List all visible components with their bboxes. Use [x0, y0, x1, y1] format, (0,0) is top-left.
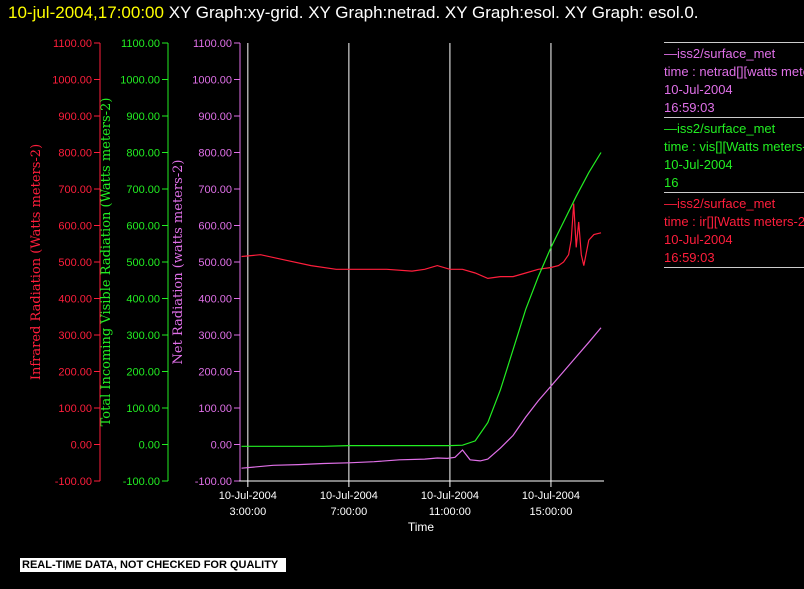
legend-line: —iss2/surface_met [664, 121, 776, 136]
y-axis-1: -100.00 0.00 100.00 200.00 300.00 400.00 500.0… [99, 38, 169, 488]
y-tick-label: 500.00 [58, 257, 92, 269]
y-tick-label: 1100.00 [53, 38, 92, 50]
legend-line: time : ir[][Watts meters-2] [664, 214, 804, 229]
title-timestamp: 10-jul-2004,17:00:00 [8, 3, 164, 22]
x-tick-label-time: 15:00:00 [530, 506, 573, 518]
y-tick-label: 300.00 [198, 330, 232, 342]
legend-line: —iss2/surface_met [664, 196, 776, 211]
y-axis-2: -100.00 0.00 100.00 200.00 300.00 400.00 500.0… [171, 38, 241, 488]
legend-line: 10-Jul-2004 [664, 82, 733, 97]
y-tick-label: 400.00 [58, 294, 92, 306]
y-tick-label: 700.00 [198, 184, 232, 196]
y-tick-label: 800.00 [198, 148, 232, 160]
legend-line: 16:59:03 [664, 100, 715, 115]
y-tick-label: -100.00 [123, 476, 160, 488]
y-tick-label: 900.00 [58, 111, 92, 123]
y-tick-label: 0.00 [71, 440, 92, 452]
y-tick-label: -100.00 [195, 476, 232, 488]
x-tick-label-time: 11:00:00 [429, 506, 471, 518]
y-tick-label: 700.00 [58, 184, 92, 196]
x-axis-label: Time [408, 520, 435, 534]
y-tick-label: -100.00 [55, 476, 92, 488]
y-axis-label-0: Infrared Radiation (Watts meters-2) [29, 144, 44, 380]
y-tick-label: 600.00 [198, 221, 232, 233]
series-line-1 [241, 152, 602, 447]
series-line-0 [241, 203, 602, 280]
y-tick-label: 1100.00 [121, 38, 160, 50]
title-graph-list: XY Graph:xy-grid. XY Graph:netrad. XY Gr… [163, 3, 699, 22]
y-tick-label: 300.00 [58, 330, 92, 342]
y-axis-label-2: Net Radiation (watts meters-2) [171, 160, 186, 365]
x-tick-label-date: 10-Jul-2004 [421, 490, 479, 502]
x-tick-label-date: 10-Jul-2004 [522, 490, 580, 502]
legend-line: 10-Jul-2004 [664, 232, 733, 247]
x-tick-label-date: 10-Jul-2004 [320, 490, 378, 502]
y-tick-label: 600.00 [126, 221, 160, 233]
y-tick-label: 400.00 [198, 294, 232, 306]
y-tick-label: 800.00 [58, 148, 92, 160]
y-tick-label: 100.00 [198, 403, 232, 415]
quality-warning: REAL-TIME DATA, NOT CHECKED FOR QUALITY [20, 558, 287, 572]
y-tick-label: 800.00 [126, 148, 160, 160]
y-tick-label: 200.00 [198, 367, 232, 379]
y-tick-label: 1100.00 [193, 38, 232, 50]
y-tick-label: 100.00 [58, 403, 92, 415]
y-tick-label: 900.00 [198, 111, 232, 123]
legend-line: 16 [664, 175, 679, 190]
y-axis-label-1: Total Incoming Visible Radiation (Watts … [99, 98, 114, 427]
legend-line: 16:59:03 [664, 250, 715, 265]
y-tick-label: 0.00 [139, 440, 160, 452]
series-line-2 [241, 327, 602, 469]
y-tick-label: 500.00 [126, 257, 160, 269]
legend-line: time : vis[][Watts meters-2] [664, 139, 804, 154]
x-tick-label-time: 3:00:00 [229, 506, 266, 518]
y-tick-label: 400.00 [126, 294, 160, 306]
y-tick-label: 300.00 [126, 330, 160, 342]
legend-line: —iss2/surface_met [664, 46, 776, 61]
legend-line: time : netrad[][watts meters-2] [664, 64, 804, 79]
y-tick-label: 700.00 [126, 184, 160, 196]
y-axis-0: -100.00 0.00 100.00 200.00 300.00 400.00 500.0… [29, 38, 101, 488]
y-tick-label: 500.00 [198, 257, 232, 269]
y-tick-label: 1000.00 [120, 75, 160, 87]
y-tick-label: 1000.00 [192, 75, 232, 87]
y-tick-label: 100.00 [126, 403, 160, 415]
y-tick-label: 200.00 [58, 367, 92, 379]
y-tick-label: 0.00 [211, 440, 232, 452]
y-tick-label: 900.00 [126, 111, 160, 123]
x-tick-label-date: 10-Jul-2004 [219, 490, 277, 502]
window-title: 10-jul-2004,17:00:00 XY Graph:xy-grid. X… [8, 2, 798, 23]
y-tick-label: 1000.00 [52, 75, 92, 87]
y-tick-label: 600.00 [58, 221, 92, 233]
y-tick-label: 200.00 [126, 367, 160, 379]
x-tick-label-time: 7:00:00 [331, 506, 368, 518]
legend-line: 10-Jul-2004 [664, 157, 733, 172]
